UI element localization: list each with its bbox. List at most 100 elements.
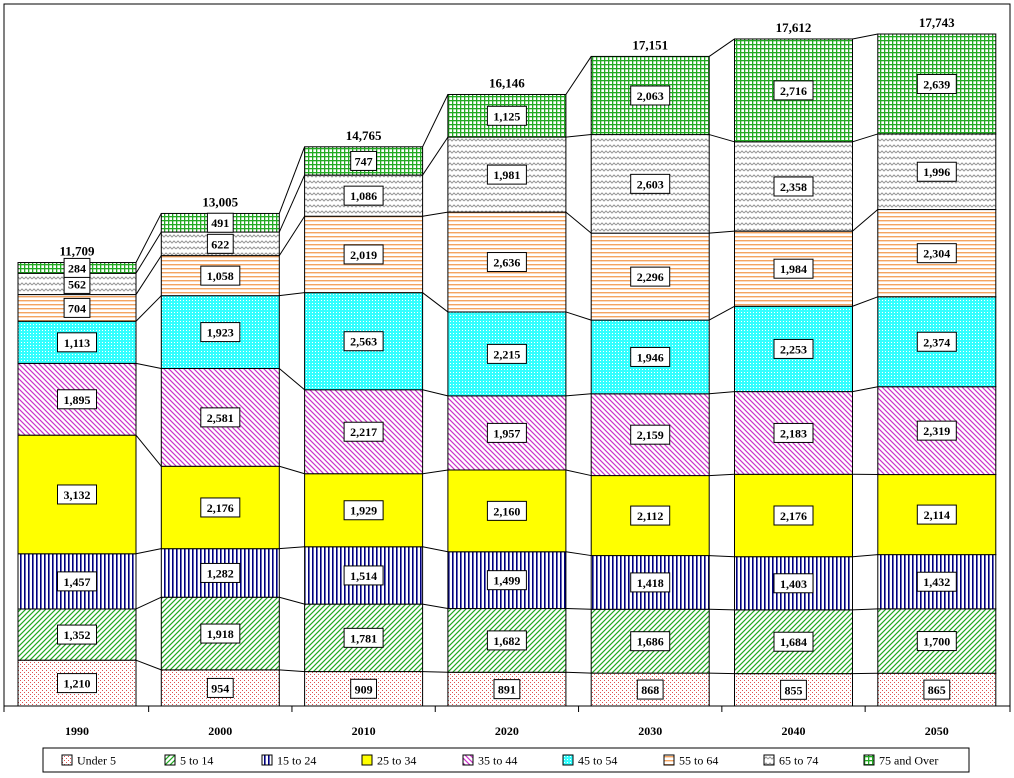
connector-line bbox=[279, 292, 305, 297]
total-labels: 11,709 13,005 14,765 16,146 17,151 17,612 17,7… bbox=[59, 15, 955, 259]
data-label-box bbox=[630, 173, 671, 194]
data-label: 2,160 bbox=[493, 504, 520, 518]
data-label: 2,563 bbox=[350, 335, 377, 349]
data-label-box bbox=[630, 505, 671, 526]
data-label: 1,981 bbox=[493, 168, 520, 182]
connector-line bbox=[135, 434, 162, 467]
data-label: 747 bbox=[355, 154, 373, 168]
data-label: 622 bbox=[211, 237, 229, 251]
connector-line bbox=[708, 38, 735, 57]
connector-line bbox=[422, 469, 448, 475]
legend-swatch-under-5 bbox=[61, 754, 73, 766]
data-label-box bbox=[57, 571, 97, 592]
connector-line bbox=[852, 133, 878, 143]
connector-line bbox=[565, 134, 592, 138]
data-label-box bbox=[486, 630, 527, 651]
connector-line bbox=[709, 230, 735, 234]
data-label: 1,946 bbox=[637, 350, 664, 364]
data-label-box bbox=[630, 266, 671, 287]
data-label: 855 bbox=[785, 683, 803, 697]
connector-line bbox=[422, 211, 448, 217]
connector-line bbox=[565, 551, 592, 557]
data-label-box bbox=[486, 570, 527, 591]
data-label: 2,176 bbox=[780, 509, 807, 523]
data-label-box bbox=[773, 631, 814, 652]
connector-line bbox=[135, 231, 162, 274]
legend-label: 65 to 74 bbox=[779, 754, 818, 768]
x-tick-label: 2020 bbox=[495, 724, 519, 738]
data-label-box bbox=[57, 389, 97, 410]
data-label: 2,019 bbox=[350, 248, 377, 262]
data-label-box bbox=[493, 679, 521, 700]
data-label-box bbox=[200, 562, 241, 583]
connector-line bbox=[565, 393, 592, 397]
data-label-box bbox=[63, 297, 91, 318]
data-label-box bbox=[916, 571, 957, 592]
data-label-box bbox=[343, 500, 384, 521]
connector-line bbox=[135, 659, 162, 671]
legend-label: 25 to 34 bbox=[377, 754, 416, 768]
connector-line bbox=[135, 596, 162, 610]
total-label: 11,709 bbox=[59, 244, 95, 259]
data-label-box bbox=[630, 572, 671, 593]
data-label-box bbox=[343, 244, 384, 265]
data-label: 2,304 bbox=[923, 247, 950, 261]
connector-line bbox=[709, 555, 735, 558]
data-label-box bbox=[200, 497, 241, 518]
data-label-box bbox=[343, 421, 384, 442]
legend-label: 35 to 44 bbox=[478, 754, 517, 768]
data-label-box bbox=[206, 212, 234, 233]
x-tick-label: 2030 bbox=[638, 724, 662, 738]
data-label: 1,957 bbox=[493, 426, 520, 440]
x-tick-label: 1990 bbox=[65, 724, 89, 738]
data-label: 2,215 bbox=[493, 347, 520, 361]
legend-label: 5 to 14 bbox=[180, 754, 213, 768]
data-label: 1,929 bbox=[350, 504, 377, 518]
connector-line bbox=[852, 386, 878, 393]
data-label: 2,063 bbox=[637, 89, 664, 103]
data-label-box bbox=[57, 332, 97, 353]
connector-line bbox=[709, 134, 735, 143]
data-label: 1,499 bbox=[493, 574, 520, 588]
data-label-box bbox=[343, 185, 384, 206]
data-label-box bbox=[343, 331, 384, 352]
connector-line bbox=[565, 469, 592, 477]
connector-line bbox=[422, 292, 449, 313]
data-label: 2,159 bbox=[637, 428, 664, 442]
data-label-box bbox=[773, 176, 814, 197]
data-label-box bbox=[57, 484, 97, 505]
total-label: 17,612 bbox=[776, 20, 812, 35]
legend-swatch-15-to-24 bbox=[261, 754, 273, 766]
legend-box bbox=[42, 747, 970, 773]
data-label: 1,113 bbox=[64, 336, 90, 350]
data-label: 2,253 bbox=[780, 342, 807, 356]
data-label: 2,176 bbox=[207, 501, 234, 515]
data-label: 1,895 bbox=[64, 393, 91, 407]
data-label-box bbox=[636, 679, 664, 700]
data-label: 2,581 bbox=[207, 411, 234, 425]
connector-line bbox=[135, 362, 162, 369]
data-label-box bbox=[773, 80, 814, 101]
data-label-box bbox=[630, 85, 671, 106]
connector-line bbox=[135, 213, 162, 263]
data-label: 1,418 bbox=[637, 576, 664, 590]
connector-line bbox=[422, 546, 448, 553]
data-label-box bbox=[916, 420, 957, 441]
connector-line bbox=[279, 596, 305, 605]
data-label: 3,132 bbox=[64, 488, 91, 502]
connector-line bbox=[279, 465, 305, 475]
connector-line bbox=[565, 608, 592, 610]
connector-line bbox=[278, 146, 306, 214]
data-label: 1,514 bbox=[350, 569, 377, 583]
total-label: 17,151 bbox=[632, 37, 668, 52]
legend-swatch-45-to-54 bbox=[562, 754, 574, 766]
data-label-box bbox=[343, 627, 384, 648]
data-label-box bbox=[916, 331, 957, 352]
bar-65-to-74-2010 bbox=[304, 174, 424, 217]
data-label-box bbox=[916, 631, 957, 652]
data-label: 1,781 bbox=[350, 631, 377, 645]
data-label: 1,282 bbox=[207, 566, 234, 580]
connector-lines bbox=[135, 33, 879, 675]
legend-label: 75 and Over bbox=[879, 754, 938, 768]
